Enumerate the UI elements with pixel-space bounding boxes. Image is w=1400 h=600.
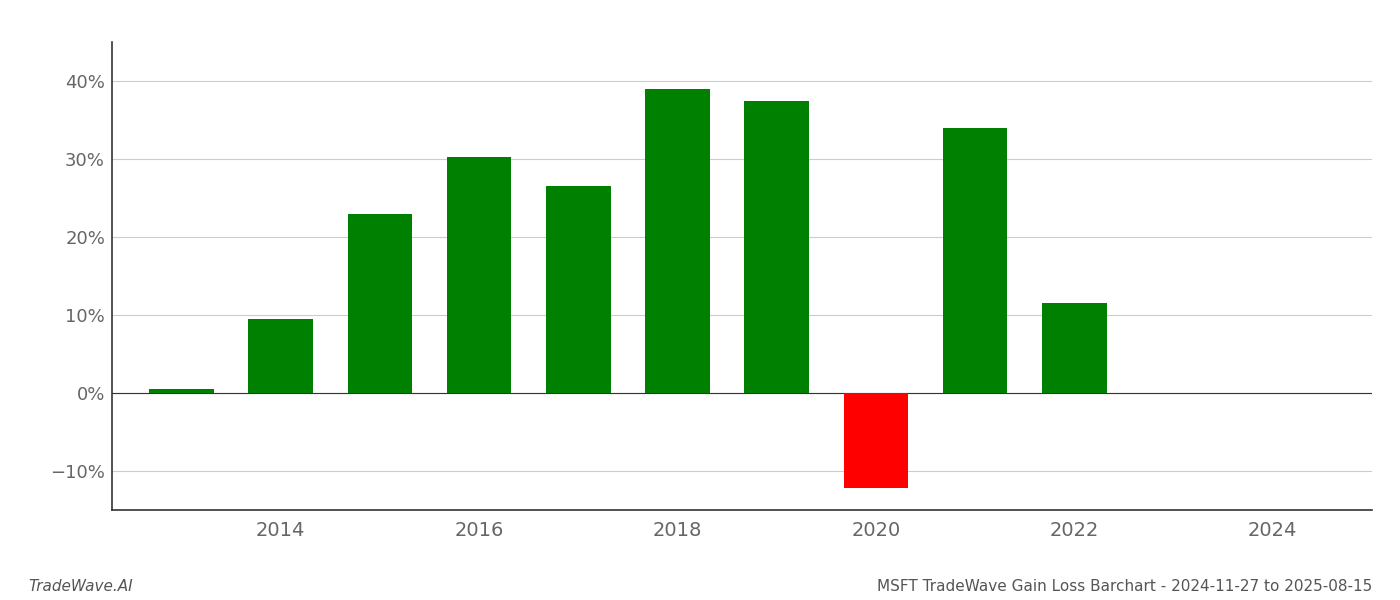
Bar: [447, 157, 511, 393]
Text: MSFT TradeWave Gain Loss Barchart - 2024-11-27 to 2025-08-15: MSFT TradeWave Gain Loss Barchart - 2024…: [876, 579, 1372, 594]
Bar: [150, 389, 214, 393]
Bar: [347, 214, 412, 393]
Bar: [1042, 304, 1106, 393]
Text: TradeWave.AI: TradeWave.AI: [28, 579, 133, 594]
Bar: [944, 128, 1008, 393]
Bar: [745, 100, 809, 393]
Bar: [844, 393, 909, 488]
Bar: [546, 186, 610, 393]
Bar: [248, 319, 314, 393]
Bar: [645, 89, 710, 393]
